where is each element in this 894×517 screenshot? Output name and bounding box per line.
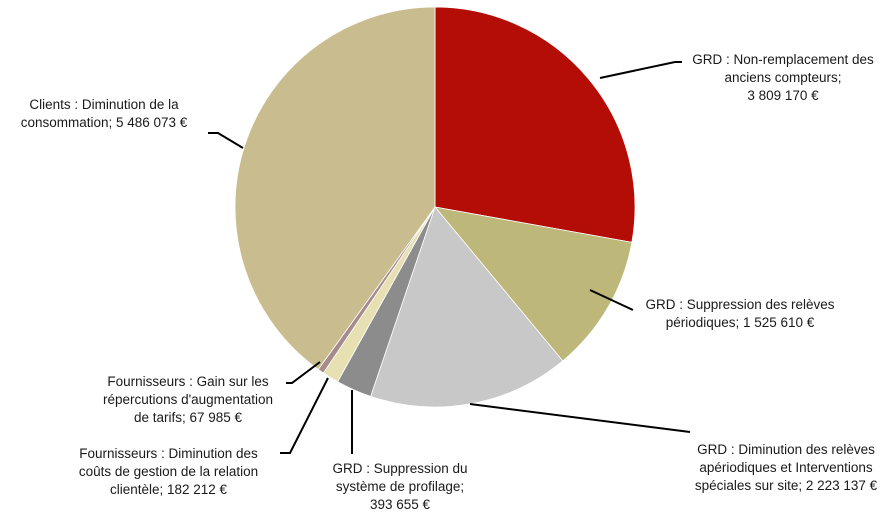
label-non-remplacement: GRD : Non-remplacement des anciens compt… <box>692 52 874 103</box>
leader-line-s4 <box>280 377 329 454</box>
leader-line-s5 <box>286 361 321 384</box>
leader-line-s0 <box>599 61 682 79</box>
leader-line-s2 <box>469 403 691 433</box>
label-suppression-releves: GRD : Suppression des relèves périodique… <box>645 297 835 330</box>
pie-slice-0 <box>434 6 636 243</box>
pie-slice-1 <box>433 206 633 362</box>
label-repercutions-tarifs: Fournisseurs : Gain sur les répercutions… <box>103 374 273 425</box>
label-clients-consommation: Clients : Diminution de la consommation;… <box>20 97 188 130</box>
leader-line-s1 <box>589 289 634 311</box>
pie-slice-6 <box>234 6 436 370</box>
label-gestion-relation-clientele: Fournisseurs : Diminution des coûts de g… <box>78 446 259 497</box>
label-systeme-profilage: GRD : Suppression du système de profilag… <box>332 461 468 512</box>
label-releves-aperiodiques: GRD : Diminution des relèves apériodique… <box>694 442 878 493</box>
leader-line-s6 <box>208 132 244 149</box>
leader-lines <box>208 61 691 454</box>
pie-slices <box>234 6 636 408</box>
